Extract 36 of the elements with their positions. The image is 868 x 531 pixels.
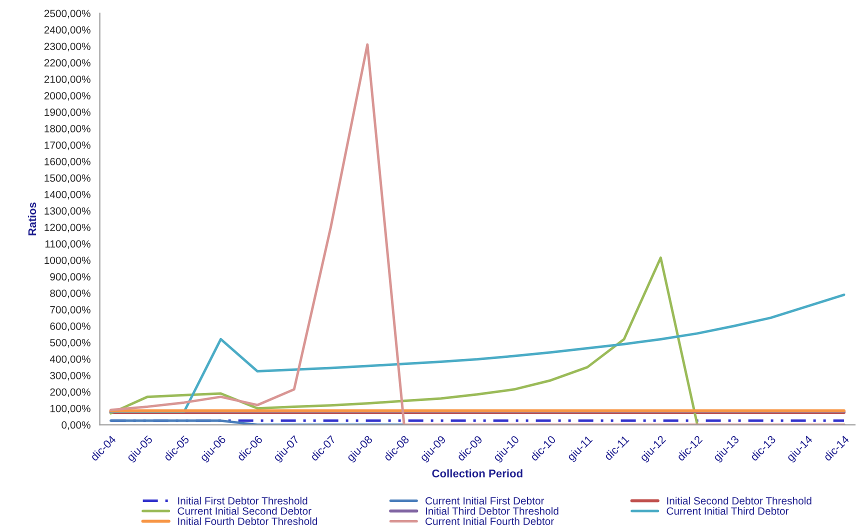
y-tick-label: 300,00% <box>50 372 90 381</box>
y-tick-label: 800,00% <box>50 290 90 298</box>
legend-label: Initial Third Debtor Threshold <box>426 507 558 515</box>
y-tick-label: 200,00% <box>50 388 90 397</box>
y-tick-label: 1200,00% <box>44 224 90 232</box>
y-tick-label: 2200,00% <box>44 59 90 68</box>
y-tick-label: 1100,00% <box>45 240 90 249</box>
y-tick-label: 700,00% <box>50 306 90 315</box>
y-axis-title: Ratios <box>28 202 36 236</box>
y-tick-label: 600,00% <box>50 322 90 332</box>
legend-label: Current Initial First Debtor <box>426 496 544 505</box>
y-tick-label: 1900,00% <box>44 108 90 118</box>
y-tick-label: 900,00% <box>50 273 90 282</box>
y-tick-label: 1700,00% <box>44 141 90 150</box>
legend-label: Initial First Debtor Threshold <box>178 496 308 505</box>
legend-label: Current Initial Fourth Debtor <box>426 517 554 525</box>
y-tick-label: 500,00% <box>50 338 90 348</box>
y-tick-label: 1600,00% <box>44 158 90 167</box>
y-tick-label: 2100,00% <box>44 76 90 84</box>
y-tick-label: 1400,00% <box>44 190 90 200</box>
x-axis-title: Collection Period <box>432 469 522 478</box>
legend-label: Initial Fourth Debtor Threshold <box>178 517 318 525</box>
y-tick-label: 1500,00% <box>44 174 90 183</box>
y-tick-label: 0,00% <box>62 421 90 430</box>
y-tick-label: 1800,00% <box>44 125 90 134</box>
y-tick-label: 2000,00% <box>44 92 90 101</box>
y-tick-label: 2500,00% <box>44 10 90 18</box>
legend-label: Current Initial Second Debtor <box>178 507 312 515</box>
y-tick-label: 100,00% <box>50 404 90 414</box>
y-tick-label: 1300,00% <box>44 207 90 216</box>
y-tick-label: 400,00% <box>50 355 90 364</box>
legend-label: Initial Second Debtor Threshold <box>667 496 812 505</box>
y-tick-label: 2300,00% <box>44 42 90 52</box>
y-tick-label: 1000,00% <box>44 256 90 266</box>
y-tick-label: 2400,00% <box>44 26 90 35</box>
legend-label: Current Initial Third Debtor <box>666 507 789 515</box>
